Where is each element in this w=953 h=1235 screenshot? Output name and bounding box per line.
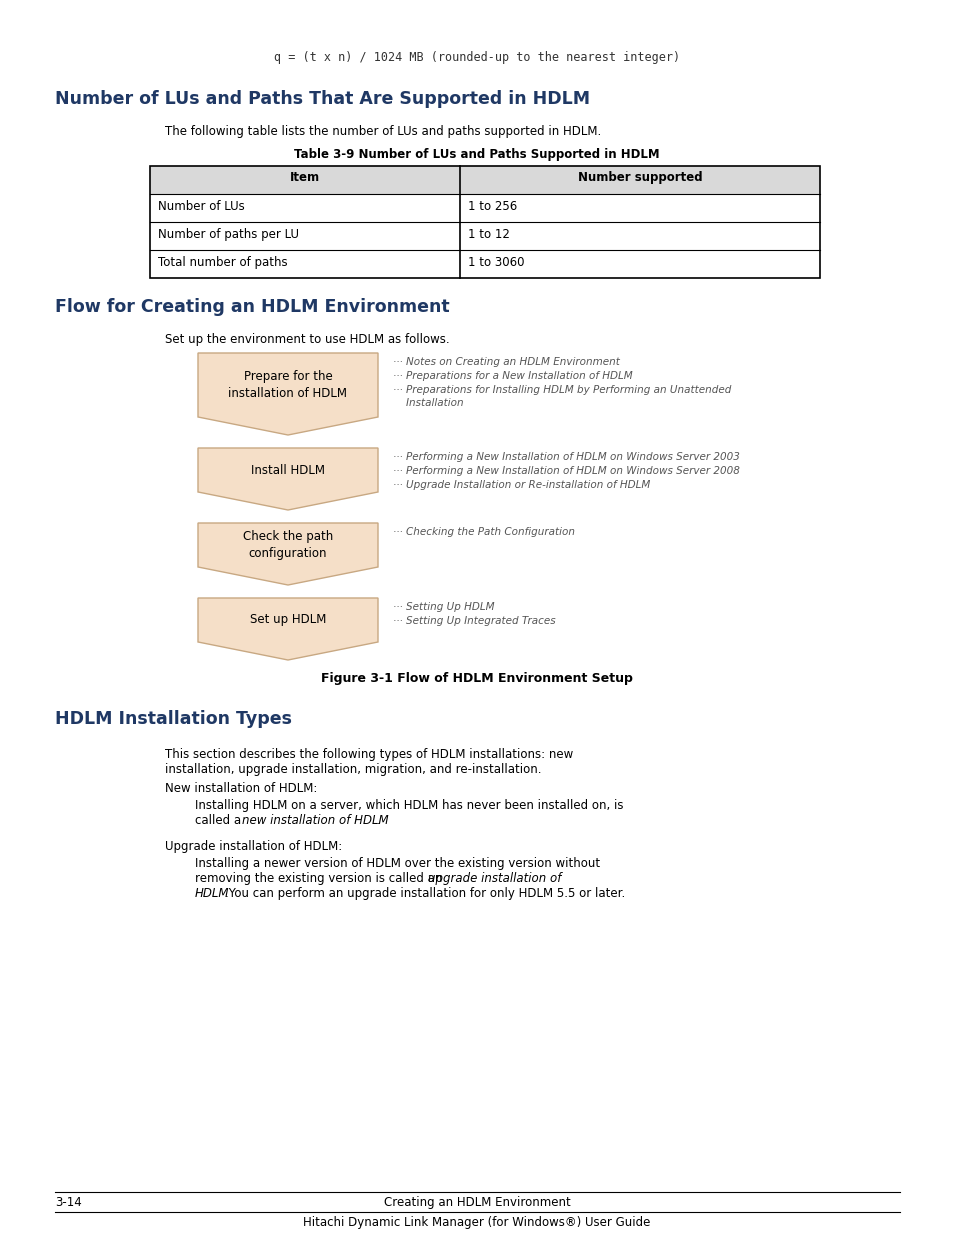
Text: Flow for Creating an HDLM Environment: Flow for Creating an HDLM Environment bbox=[55, 298, 449, 316]
Text: Table 3-9 Number of LUs and Paths Supported in HDLM: Table 3-9 Number of LUs and Paths Suppor… bbox=[294, 148, 659, 161]
Text: Item: Item bbox=[290, 170, 319, 184]
Text: new installation of HDLM: new installation of HDLM bbox=[242, 814, 388, 827]
Text: ··· Performing a New Installation of HDLM on Windows Server 2003: ··· Performing a New Installation of HDL… bbox=[393, 452, 740, 462]
Text: Check the path
configuration: Check the path configuration bbox=[243, 530, 333, 559]
Text: New installation of HDLM:: New installation of HDLM: bbox=[165, 782, 317, 795]
Polygon shape bbox=[198, 522, 377, 585]
Text: ··· Preparations for a New Installation of HDLM: ··· Preparations for a New Installation … bbox=[393, 370, 632, 382]
Text: called a: called a bbox=[194, 814, 245, 827]
Text: upgrade installation of: upgrade installation of bbox=[428, 872, 560, 885]
Text: Number of paths per LU: Number of paths per LU bbox=[158, 228, 298, 241]
Text: 3-14: 3-14 bbox=[55, 1195, 82, 1209]
Text: 1 to 256: 1 to 256 bbox=[468, 200, 517, 212]
Text: Installing a newer version of HDLM over the existing version without: Installing a newer version of HDLM over … bbox=[194, 857, 599, 869]
Polygon shape bbox=[198, 353, 377, 435]
Text: This section describes the following types of HDLM installations: new: This section describes the following typ… bbox=[165, 748, 573, 761]
Bar bbox=[150, 165, 820, 194]
Text: Upgrade installation of HDLM:: Upgrade installation of HDLM: bbox=[165, 840, 342, 853]
Text: Number of LUs: Number of LUs bbox=[158, 200, 245, 212]
Text: Creating an HDLM Environment: Creating an HDLM Environment bbox=[383, 1195, 570, 1209]
Text: Figure 3-1 Flow of HDLM Environment Setup: Figure 3-1 Flow of HDLM Environment Setu… bbox=[321, 672, 632, 685]
Text: removing the existing version is called an: removing the existing version is called … bbox=[194, 872, 446, 885]
Polygon shape bbox=[198, 598, 377, 659]
Text: ··· Performing a New Installation of HDLM on Windows Server 2008: ··· Performing a New Installation of HDL… bbox=[393, 466, 740, 475]
Text: Installation: Installation bbox=[393, 398, 463, 408]
Polygon shape bbox=[198, 448, 377, 510]
Text: ··· Upgrade Installation or Re-installation of HDLM: ··· Upgrade Installation or Re-installat… bbox=[393, 480, 650, 490]
Text: Install HDLM: Install HDLM bbox=[251, 463, 325, 477]
Bar bbox=[150, 165, 820, 278]
Text: Prepare for the
installation of HDLM: Prepare for the installation of HDLM bbox=[229, 370, 347, 400]
Text: ··· Setting Up HDLM: ··· Setting Up HDLM bbox=[393, 601, 494, 613]
Text: Set up the environment to use HDLM as follows.: Set up the environment to use HDLM as fo… bbox=[165, 333, 449, 346]
Text: Set up HDLM: Set up HDLM bbox=[250, 614, 326, 626]
Text: HDLM: HDLM bbox=[194, 887, 230, 900]
Text: 1 to 12: 1 to 12 bbox=[468, 228, 509, 241]
Text: Total number of paths: Total number of paths bbox=[158, 256, 287, 269]
Text: q = (t x n) / 1024 MB (rounded-up to the nearest integer): q = (t x n) / 1024 MB (rounded-up to the… bbox=[274, 52, 679, 64]
Text: ··· Notes on Creating an HDLM Environment: ··· Notes on Creating an HDLM Environmen… bbox=[393, 357, 619, 367]
Text: installation, upgrade installation, migration, and re-installation.: installation, upgrade installation, migr… bbox=[165, 763, 541, 776]
Text: Number of LUs and Paths That Are Supported in HDLM: Number of LUs and Paths That Are Support… bbox=[55, 90, 590, 107]
Text: 1 to 3060: 1 to 3060 bbox=[468, 256, 524, 269]
Text: ··· Preparations for Installing HDLM by Performing an Unattended: ··· Preparations for Installing HDLM by … bbox=[393, 385, 731, 395]
Text: .You can perform an upgrade installation for only HDLM 5.5 or later.: .You can perform an upgrade installation… bbox=[225, 887, 624, 900]
Text: The following table lists the number of LUs and paths supported in HDLM.: The following table lists the number of … bbox=[165, 125, 600, 138]
Text: .: . bbox=[376, 814, 380, 827]
Text: Number supported: Number supported bbox=[578, 170, 701, 184]
Text: Hitachi Dynamic Link Manager (for Windows®) User Guide: Hitachi Dynamic Link Manager (for Window… bbox=[303, 1216, 650, 1229]
Text: HDLM Installation Types: HDLM Installation Types bbox=[55, 710, 292, 727]
Text: ··· Setting Up Integrated Traces: ··· Setting Up Integrated Traces bbox=[393, 616, 555, 626]
Text: ··· Checking the Path Configuration: ··· Checking the Path Configuration bbox=[393, 527, 575, 537]
Text: Installing HDLM on a server, which HDLM has never been installed on, is: Installing HDLM on a server, which HDLM … bbox=[194, 799, 623, 811]
